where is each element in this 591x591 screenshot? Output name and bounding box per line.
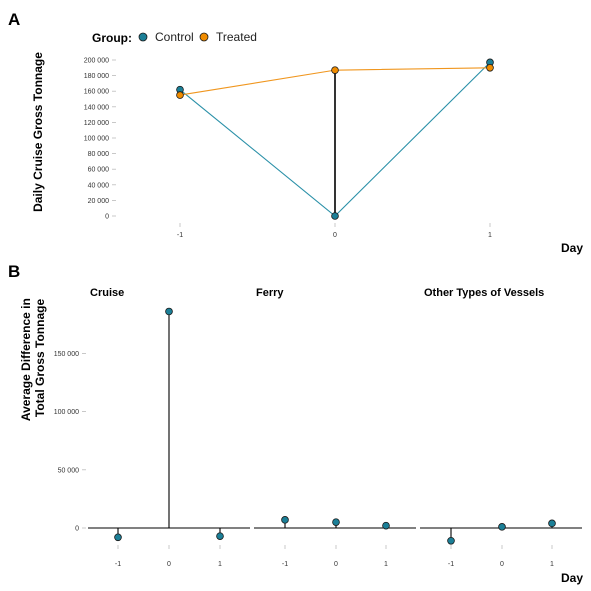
facet-title: Cruise bbox=[90, 287, 124, 299]
facet-3: Other Types of Vessels -1 0 1 bbox=[420, 287, 582, 568]
facet-2: Ferry -1 0 1 bbox=[254, 287, 416, 568]
panel-a-y-title: Daily Cruise Gross Tonnage bbox=[31, 52, 45, 212]
panel-b-y-title-line-1: Average Difference in bbox=[19, 298, 33, 421]
facet-1: Cruise -1 0 1 bbox=[88, 287, 250, 568]
legend-treated-swatch bbox=[199, 32, 209, 42]
panel-a-y-tick-label: 60 000 bbox=[88, 167, 110, 174]
lollipop-point bbox=[332, 518, 340, 526]
panel-a-x-tick-label: -1 bbox=[177, 232, 183, 239]
facet-x-tick-label: 1 bbox=[384, 561, 388, 568]
lollipop-point bbox=[447, 537, 455, 545]
panel-b: B Average Difference in Total Gross Tonn… bbox=[8, 262, 583, 585]
panel-a-plot bbox=[176, 58, 494, 220]
panel-b-y-ticks: 0 50 000 100 000 150 000 bbox=[54, 351, 86, 533]
panel-b-y-tick-label: 100 000 bbox=[54, 409, 79, 416]
facet-x-tick-label: 0 bbox=[167, 561, 171, 568]
panel-a-y-tick-label: 200 000 bbox=[84, 58, 109, 65]
panel-a-y-tick-label: 120 000 bbox=[84, 120, 109, 127]
lollipop-point bbox=[165, 307, 173, 316]
lollipop-point bbox=[382, 521, 390, 530]
panel-b-y-tick-label: 150 000 bbox=[54, 351, 79, 358]
legend-treated-label: Treated bbox=[216, 30, 257, 44]
panel-a-tag: A bbox=[8, 10, 20, 29]
point-treated bbox=[331, 66, 339, 74]
facet-title: Other Types of Vessels bbox=[424, 287, 544, 299]
lollipop-point bbox=[114, 533, 122, 542]
panel-a-y-tick-label: 180 000 bbox=[84, 73, 109, 80]
lollipop-point bbox=[216, 532, 224, 540]
facet-x-tick-label: -1 bbox=[282, 561, 288, 568]
lollipop-point bbox=[281, 516, 289, 524]
panel-a-y-tick-label: 40 000 bbox=[88, 182, 110, 189]
panel-b-x-title: Day bbox=[561, 571, 583, 585]
point-treated bbox=[486, 64, 494, 72]
panel-a-legend: Group: Control Treated bbox=[92, 30, 257, 45]
panel-b-y-tick-label: 0 bbox=[75, 526, 79, 533]
point-treated bbox=[176, 91, 184, 99]
panel-a-y-tick-label: 100 000 bbox=[84, 136, 109, 143]
facet-x-tick-label: -1 bbox=[448, 561, 454, 568]
facet-x-tick-label: 0 bbox=[500, 561, 504, 568]
facet-x-tick-label: 1 bbox=[218, 561, 222, 568]
legend-control-label: Control bbox=[155, 30, 194, 44]
facet-x-tick-label: 0 bbox=[334, 561, 338, 568]
panel-a-x-tick-label: 1 bbox=[488, 232, 492, 239]
lollipop-point bbox=[498, 523, 506, 531]
panel-a-y-tick-label: 140 000 bbox=[84, 104, 109, 111]
panel-b-y-title-line-2: Total Gross Tonnage bbox=[33, 299, 47, 418]
panel-a-y-tick-label: 160 000 bbox=[84, 89, 109, 96]
panel-a: A Group: Control Treated Daily Cruise Gr… bbox=[8, 10, 583, 255]
facet-x-tick-label: -1 bbox=[115, 561, 121, 568]
panel-b-y-tick-label: 50 000 bbox=[58, 467, 80, 474]
legend-control-swatch bbox=[138, 32, 148, 42]
panel-b-tag: B bbox=[8, 262, 20, 281]
lollipop-point bbox=[548, 519, 556, 528]
point-control bbox=[331, 212, 339, 220]
facet-x-tick-label: 1 bbox=[550, 561, 554, 568]
facet-title: Ferry bbox=[256, 287, 284, 299]
panel-a-y-tick-label: 20 000 bbox=[88, 198, 110, 205]
panel-b-y-title: Average Difference in Total Gross Tonnag… bbox=[19, 295, 47, 421]
panel-a-y-tick-label: 0 bbox=[105, 214, 109, 221]
panel-a-y-tick-label: 80 000 bbox=[88, 151, 110, 158]
panel-a-y-ticks: 0 20 000 40 000 60 000 80 000 100 000 120 000 1… bbox=[84, 58, 116, 221]
panel-a-x-ticks: -1 0 1 bbox=[177, 223, 492, 239]
panel-a-x-tick-label: 0 bbox=[333, 232, 337, 239]
panel-a-x-title: Day bbox=[561, 241, 583, 255]
legend-title: Group: bbox=[92, 31, 132, 45]
